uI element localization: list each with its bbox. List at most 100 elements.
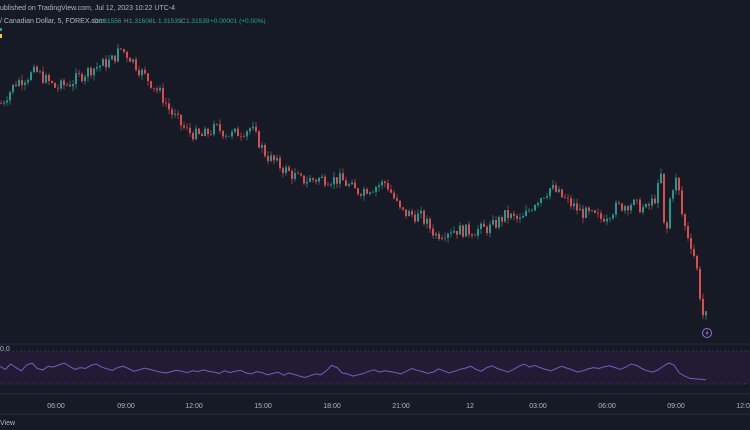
candle-body <box>474 235 476 237</box>
candle <box>672 188 674 203</box>
candle-body <box>258 131 260 148</box>
candle <box>312 177 314 183</box>
candle <box>228 135 230 137</box>
candle <box>51 80 53 85</box>
candle-body <box>435 233 437 236</box>
candle-body <box>636 199 638 201</box>
candle <box>432 224 434 239</box>
candle-body <box>645 204 647 208</box>
candle <box>213 120 215 137</box>
candle-body <box>369 192 371 194</box>
candle-body <box>684 214 686 227</box>
close-value: 1.31539 <box>186 18 210 25</box>
indicator-dot-bottom <box>0 34 2 38</box>
candle <box>102 57 104 66</box>
candle-body <box>699 268 701 299</box>
candle <box>525 205 527 217</box>
candle-body <box>669 198 671 229</box>
candle <box>504 210 506 224</box>
candle <box>597 208 599 218</box>
candle <box>627 204 629 216</box>
low-label: L <box>153 18 157 25</box>
candle <box>366 187 368 195</box>
candle-body <box>705 311 707 316</box>
candle-body <box>147 73 149 82</box>
candle-body <box>168 103 170 110</box>
candle-body <box>546 196 548 198</box>
candle <box>615 199 617 218</box>
candle <box>246 130 248 141</box>
high-label: H <box>124 18 129 25</box>
candle <box>195 125 197 141</box>
candle-body <box>594 210 596 213</box>
x-tick-label: 15:00 <box>254 403 272 410</box>
candle-body <box>402 207 404 210</box>
candle-body <box>285 167 287 174</box>
candle-body <box>99 65 101 68</box>
candle <box>495 216 497 230</box>
candle-body <box>537 202 539 206</box>
candle <box>378 182 380 192</box>
candle-body <box>675 177 677 191</box>
candle <box>507 205 509 224</box>
candle <box>99 65 101 72</box>
candle <box>675 173 677 195</box>
candle-body <box>171 109 173 115</box>
candle-body <box>132 59 134 62</box>
candle <box>222 130 224 140</box>
candle <box>537 201 539 208</box>
candle-body <box>66 84 68 86</box>
x-tick-label: 12:00 <box>736 403 750 410</box>
candle-body <box>573 203 575 207</box>
candle <box>681 186 683 217</box>
candle <box>144 66 146 75</box>
candle-body <box>399 200 401 208</box>
candle <box>303 175 305 186</box>
candle <box>405 209 407 219</box>
candle <box>309 175 311 183</box>
candle <box>447 232 449 244</box>
candle <box>75 68 77 89</box>
candle-body <box>69 84 71 87</box>
candle <box>141 67 143 81</box>
candle <box>678 177 680 196</box>
candle-body <box>606 218 608 222</box>
candle <box>573 198 575 211</box>
candle <box>462 224 464 239</box>
candle <box>486 224 488 236</box>
candle <box>333 171 335 190</box>
candle-body <box>300 173 302 176</box>
candle-body <box>117 48 119 62</box>
candle <box>42 66 44 85</box>
candle-body <box>273 155 275 161</box>
candle <box>621 202 623 212</box>
candle <box>9 90 11 105</box>
candle-body <box>240 136 242 137</box>
low-value: 1.31539 <box>158 18 182 25</box>
open-value: 1.31556 <box>98 18 122 25</box>
candle-body <box>528 210 530 212</box>
candle <box>300 171 302 177</box>
candle-body <box>441 237 443 239</box>
published-caption: ublished on TradingView.com, Jul 12, 202… <box>0 5 175 12</box>
candle-body <box>87 68 89 77</box>
candle-body <box>540 198 542 203</box>
lightning-bolt-icon[interactable] <box>702 328 712 338</box>
candle <box>192 131 194 142</box>
candle-body <box>456 230 458 235</box>
candle-body <box>195 128 197 140</box>
candle <box>6 95 8 106</box>
candle <box>57 84 59 92</box>
candle <box>582 205 584 224</box>
candle <box>279 154 281 172</box>
candle-body <box>102 59 104 66</box>
candle <box>693 244 695 259</box>
candle-body <box>447 233 449 238</box>
candle-body <box>603 218 605 222</box>
candle <box>90 66 92 79</box>
candle <box>501 215 503 227</box>
candle <box>660 168 662 184</box>
candle-body <box>48 75 50 82</box>
candle <box>429 216 431 233</box>
